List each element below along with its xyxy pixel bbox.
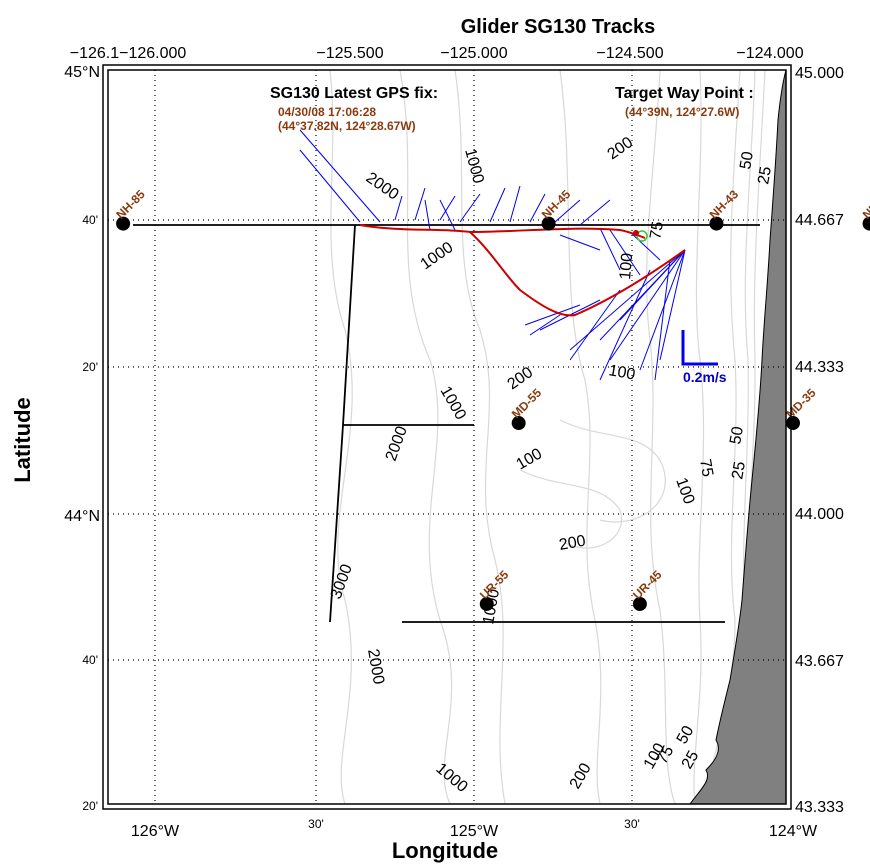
gps-fix-heading: SG130 Latest GPS fix: <box>270 85 438 102</box>
station-marker <box>632 596 647 611</box>
left-minor-label: 40' <box>82 653 98 667</box>
contour-label: 75 <box>696 458 716 479</box>
gps-fix-timestamp: 04/30/08 17:06:28 <box>278 105 376 119</box>
latest-gps-fix-marker <box>633 230 639 236</box>
station-marker <box>479 596 494 611</box>
plot-background <box>108 70 786 804</box>
left-minor-label: 20' <box>82 799 98 813</box>
top-axis: −126.1−126.000 −125.500 −125.000 −124.50… <box>70 45 804 62</box>
contour-label: 100 <box>617 252 636 280</box>
left-major-label: 44°N <box>64 508 100 525</box>
top-tick-label: −124.500 <box>596 45 663 62</box>
contour-label: 100 <box>607 362 636 383</box>
top-tick-label: −125.000 <box>440 45 507 62</box>
gps-fix-info: SG130 Latest GPS fix: 04/30/08 17:06:28 … <box>270 85 438 133</box>
bottom-major-label: 124°W <box>769 823 818 840</box>
map-title: Glider SG130 Tracks <box>461 16 656 38</box>
y-axis-title: Latitude <box>10 397 35 483</box>
contour-label: 75 <box>647 220 667 241</box>
grid-lines <box>108 70 786 804</box>
top-tick-label: −124.000 <box>736 45 803 62</box>
station-marker <box>786 416 800 431</box>
contour-label: 25 <box>755 165 775 186</box>
right-tick-label: 44.667 <box>795 212 844 229</box>
right-tick-label: 43.333 <box>795 799 844 816</box>
left-axis: 45°N 40' 20' 44°N 40' 20' <box>64 64 100 813</box>
right-tick-label: 44.333 <box>795 359 844 376</box>
target-position: (44°39N, 124°27.6W) <box>625 105 739 119</box>
contour-label: 200 <box>558 533 587 554</box>
bottom-major-label: 126°W <box>131 823 180 840</box>
bottom-major-label: 125°W <box>450 823 499 840</box>
right-tick-label: 44.000 <box>795 506 844 523</box>
bottom-minor-label: 30' <box>624 817 640 831</box>
contour-label: 50 <box>727 425 747 446</box>
target-info: Target Way Point : (44°39N, 124°27.6W) <box>615 85 754 119</box>
coastline-land <box>689 69 787 805</box>
left-major-label: 45°N <box>64 64 100 81</box>
left-minor-label: 20' <box>82 360 98 374</box>
contour-label: 50 <box>674 723 698 747</box>
contour-label: 50 <box>737 150 757 171</box>
bottom-axis: 126°W 30' 125°W 30' 124°W <box>131 817 818 840</box>
station-marker <box>541 216 556 231</box>
right-tick-label: 43.667 <box>795 653 844 670</box>
x-axis-title: Longitude <box>392 838 498 863</box>
scale-label: 0.2m/s <box>683 369 727 385</box>
station-lines <box>133 224 760 623</box>
velocity-scale: 0.2m/s <box>681 330 727 385</box>
bottom-minor-label: 30' <box>308 817 324 831</box>
top-tick-label: −126.1−126.000 <box>70 45 187 62</box>
right-tick-label: 45.000 <box>795 65 844 82</box>
right-axis: 45.000 44.667 44.333 44.000 43.667 43.33… <box>795 65 844 816</box>
contour-label: 75 <box>654 743 678 767</box>
contour-label: 25 <box>679 748 703 772</box>
left-minor-label: 40' <box>82 213 98 227</box>
station-marker <box>116 216 131 231</box>
station-marker <box>862 216 870 231</box>
station-marker <box>511 416 526 431</box>
top-tick-label: −125.500 <box>316 45 383 62</box>
target-heading: Target Way Point : <box>615 85 754 102</box>
contour-label: 2000 <box>364 648 387 686</box>
scale-arrows <box>681 330 718 366</box>
plot-area: 0.2m/s SG130 Latest GPS fix: 04/30/08 17… <box>108 69 870 805</box>
gps-fix-position: (44°37.82N, 124°28.67W) <box>278 119 416 133</box>
station-marker <box>709 216 724 231</box>
station-label: NH-35 <box>860 187 870 222</box>
contour-label: 25 <box>729 460 749 481</box>
map-frame <box>102 64 792 810</box>
station-label: MD-35 <box>783 386 819 422</box>
target-waypoint-marker <box>636 230 648 242</box>
